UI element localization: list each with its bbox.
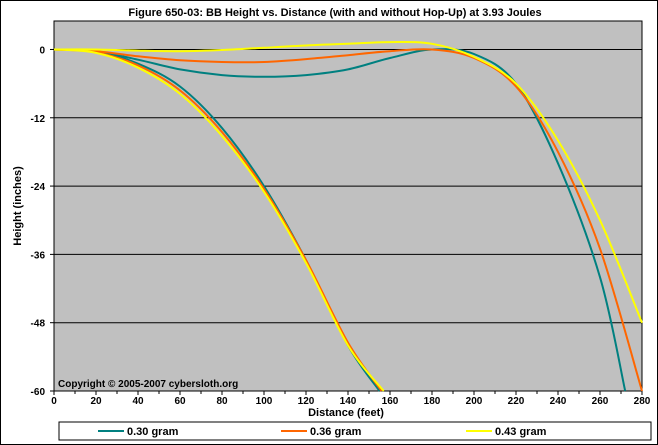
legend-label: 0.36 gram — [310, 426, 362, 438]
series-line-0-43-gram-hop-up — [53, 40, 643, 324]
x-tick-label: 60 — [174, 396, 186, 407]
x-tick-label: 80 — [216, 396, 228, 407]
legend-box — [58, 421, 652, 441]
x-tick-label: 100 — [256, 396, 273, 407]
plot-area — [53, 20, 643, 392]
x-axis-ticks: 0 20 40 60 80 100 120 140 160 180 200 220 240 260 280 — [51, 391, 651, 407]
x-tick-label: 280 — [634, 396, 651, 407]
series-line-0-43-gram-no-hop-up — [53, 48, 385, 392]
series-line-0-36-gram-hop-up — [53, 48, 643, 392]
copyright-annotation: Copyright © 2005-2007 cybersloth.org — [58, 379, 238, 390]
series-lines — [53, 40, 643, 392]
y-tick-label: 0 — [39, 45, 45, 56]
x-tick-label: 180 — [424, 396, 441, 407]
x-tick-label: 240 — [550, 396, 567, 407]
y-tick-label: -24 — [31, 182, 46, 193]
y-tick-label: -12 — [31, 114, 46, 125]
x-tick-label: 20 — [90, 396, 102, 407]
y-tick-label: -48 — [31, 319, 46, 330]
y-tick-label: -36 — [31, 250, 46, 261]
series-line-0-36-gram-no-hop-up — [53, 48, 383, 392]
x-tick-label: 220 — [508, 396, 525, 407]
legend-label: 0.43 gram — [495, 426, 547, 438]
legend: 0.30 gram 0.36 gram 0.43 gram — [58, 421, 652, 441]
y-axis-label: Height (inches) — [12, 166, 24, 246]
x-tick-label: 140 — [340, 396, 357, 407]
x-tick-label: 40 — [132, 396, 144, 407]
x-tick-label: 0 — [51, 396, 57, 407]
y-axis-ticks: 0 -12 -24 -36 -48 -60 — [31, 45, 54, 398]
x-tick-label: 200 — [466, 396, 483, 407]
x-tick-label: 260 — [592, 396, 609, 407]
x-axis-label: Distance (feet) — [308, 407, 384, 419]
series-line-0-30-gram-hop-up — [53, 48, 627, 392]
x-tick-label: 160 — [382, 396, 399, 407]
y-tick-label: -60 — [31, 387, 46, 398]
x-tick-label: 120 — [298, 396, 315, 407]
legend-label: 0.30 gram — [127, 426, 179, 438]
chart-title: Figure 650-03: BB Height vs. Distance (w… — [128, 7, 541, 19]
